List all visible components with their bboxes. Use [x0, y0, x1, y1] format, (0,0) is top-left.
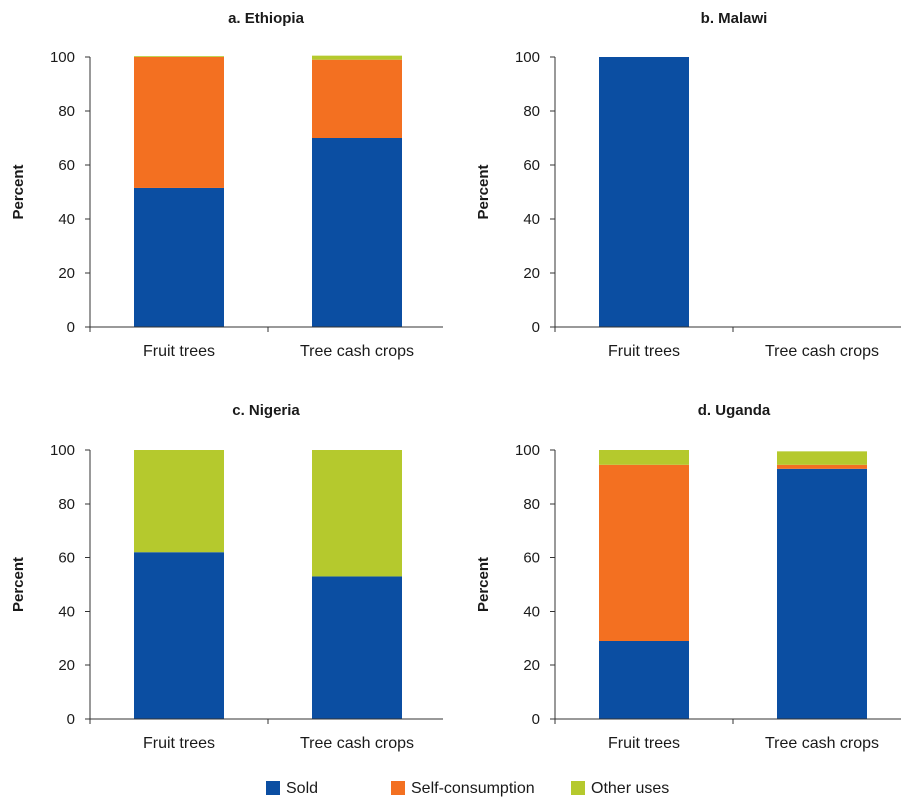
legend-label: Self-consumption — [411, 780, 535, 797]
x-category-label: Tree cash crops — [765, 735, 879, 752]
y-tick-label: 100 — [50, 442, 75, 459]
panel-a-ethiopia: a. Ethiopia Percent 0 20 40 60 80 100 Fruit tree… — [10, 10, 443, 360]
y-tick-label: 40 — [523, 603, 540, 620]
legend-label: Sold — [286, 780, 318, 797]
bar-other-uses-fruit-trees — [134, 56, 224, 57]
legend-label: Other uses — [591, 780, 669, 797]
bar-sold-fruit-trees — [599, 640, 689, 719]
panel-b-malawi: b. Malawi Percent 0 20 40 60 80 100 Fruit trees T… — [475, 10, 901, 360]
bar-sold-tree-cash-crops — [312, 138, 402, 327]
y-tick-label: 100 — [515, 442, 540, 459]
bar-other-uses-tree-cash-crops — [777, 451, 867, 465]
x-category-label: Tree cash crops — [765, 343, 879, 360]
legend-item-sold: Sold — [266, 780, 318, 797]
y-axis-label: Percent — [475, 164, 492, 219]
y-tick-label: 20 — [523, 265, 540, 282]
y-tick-label: 100 — [50, 49, 75, 66]
bar-self-consumption-tree-cash-crops — [312, 59, 402, 139]
bar-other-uses-fruit-trees — [134, 450, 224, 553]
y-tick-label: 20 — [523, 657, 540, 674]
legend-item-other-uses: Other uses — [571, 780, 669, 797]
bar-self-consumption-fruit-trees — [134, 57, 224, 188]
y-tick-label: 60 — [523, 550, 540, 567]
x-category-label: Fruit trees — [143, 343, 215, 360]
y-tick-label: 80 — [58, 496, 75, 513]
y-tick-label: 80 — [523, 496, 540, 513]
bar-sold-fruit-trees — [599, 57, 689, 327]
bar-other-uses-tree-cash-crops — [312, 450, 402, 577]
y-tick-label: 40 — [58, 603, 75, 620]
panel-d-uganda: d. Uganda Percent 0 20 40 60 80 100 Fruit trees T… — [475, 402, 901, 752]
panel-c-nigeria: c. Nigeria Percent 0 20 40 60 80 100 Fruit trees… — [10, 402, 443, 752]
y-tick-label: 0 — [532, 319, 540, 336]
panel-title: a. Ethiopia — [228, 10, 305, 27]
x-category-label: Tree cash crops — [300, 343, 414, 360]
y-tick-label: 0 — [67, 711, 75, 728]
y-axis-label: Percent — [10, 164, 27, 219]
x-category-label: Tree cash crops — [300, 735, 414, 752]
y-tick-label: 0 — [67, 319, 75, 336]
x-category-label: Fruit trees — [608, 343, 680, 360]
y-axis-label: Percent — [475, 557, 492, 612]
panel-title: b. Malawi — [701, 10, 768, 27]
bar-sold-fruit-trees — [134, 552, 224, 719]
bars — [134, 55, 402, 327]
bar-self-consumption-fruit-trees — [599, 464, 689, 641]
bar-self-consumption-tree-cash-crops — [777, 464, 867, 469]
legend-swatch — [391, 781, 405, 795]
panel-title: c. Nigeria — [232, 402, 300, 419]
y-axis-label: Percent — [10, 557, 27, 612]
bar-sold-tree-cash-crops — [312, 576, 402, 719]
y-tick-label: 60 — [58, 550, 75, 567]
bar-other-uses-fruit-trees — [599, 450, 689, 465]
bars — [599, 450, 867, 719]
y-tick-label: 80 — [58, 103, 75, 120]
y-tick-label: 20 — [58, 657, 75, 674]
y-tick-label: 40 — [523, 211, 540, 228]
y-tick-label: 0 — [532, 711, 540, 728]
bar-sold-fruit-trees — [134, 187, 224, 327]
y-tick-label: 80 — [523, 103, 540, 120]
y-tick-label: 20 — [58, 265, 75, 282]
y-tick-label: 60 — [58, 157, 75, 174]
y-tick-label: 60 — [523, 157, 540, 174]
y-tick-label: 100 — [515, 49, 540, 66]
legend-swatch — [266, 781, 280, 795]
bar-other-uses-tree-cash-crops — [312, 55, 402, 60]
x-category-label: Fruit trees — [143, 735, 215, 752]
chart-panels: a. Ethiopia Percent 0 20 40 60 80 100 Fruit tree… — [10, 10, 901, 752]
bars — [134, 450, 402, 719]
x-category-label: Fruit trees — [608, 735, 680, 752]
bars — [599, 57, 689, 327]
y-tick-label: 40 — [58, 211, 75, 228]
bar-sold-tree-cash-crops — [777, 468, 867, 719]
legend-item-self-consumption: Self-consumption — [391, 780, 535, 797]
panel-title: d. Uganda — [698, 402, 771, 419]
legend: Sold Self-consumption Other uses — [266, 780, 669, 797]
legend-swatch — [571, 781, 585, 795]
